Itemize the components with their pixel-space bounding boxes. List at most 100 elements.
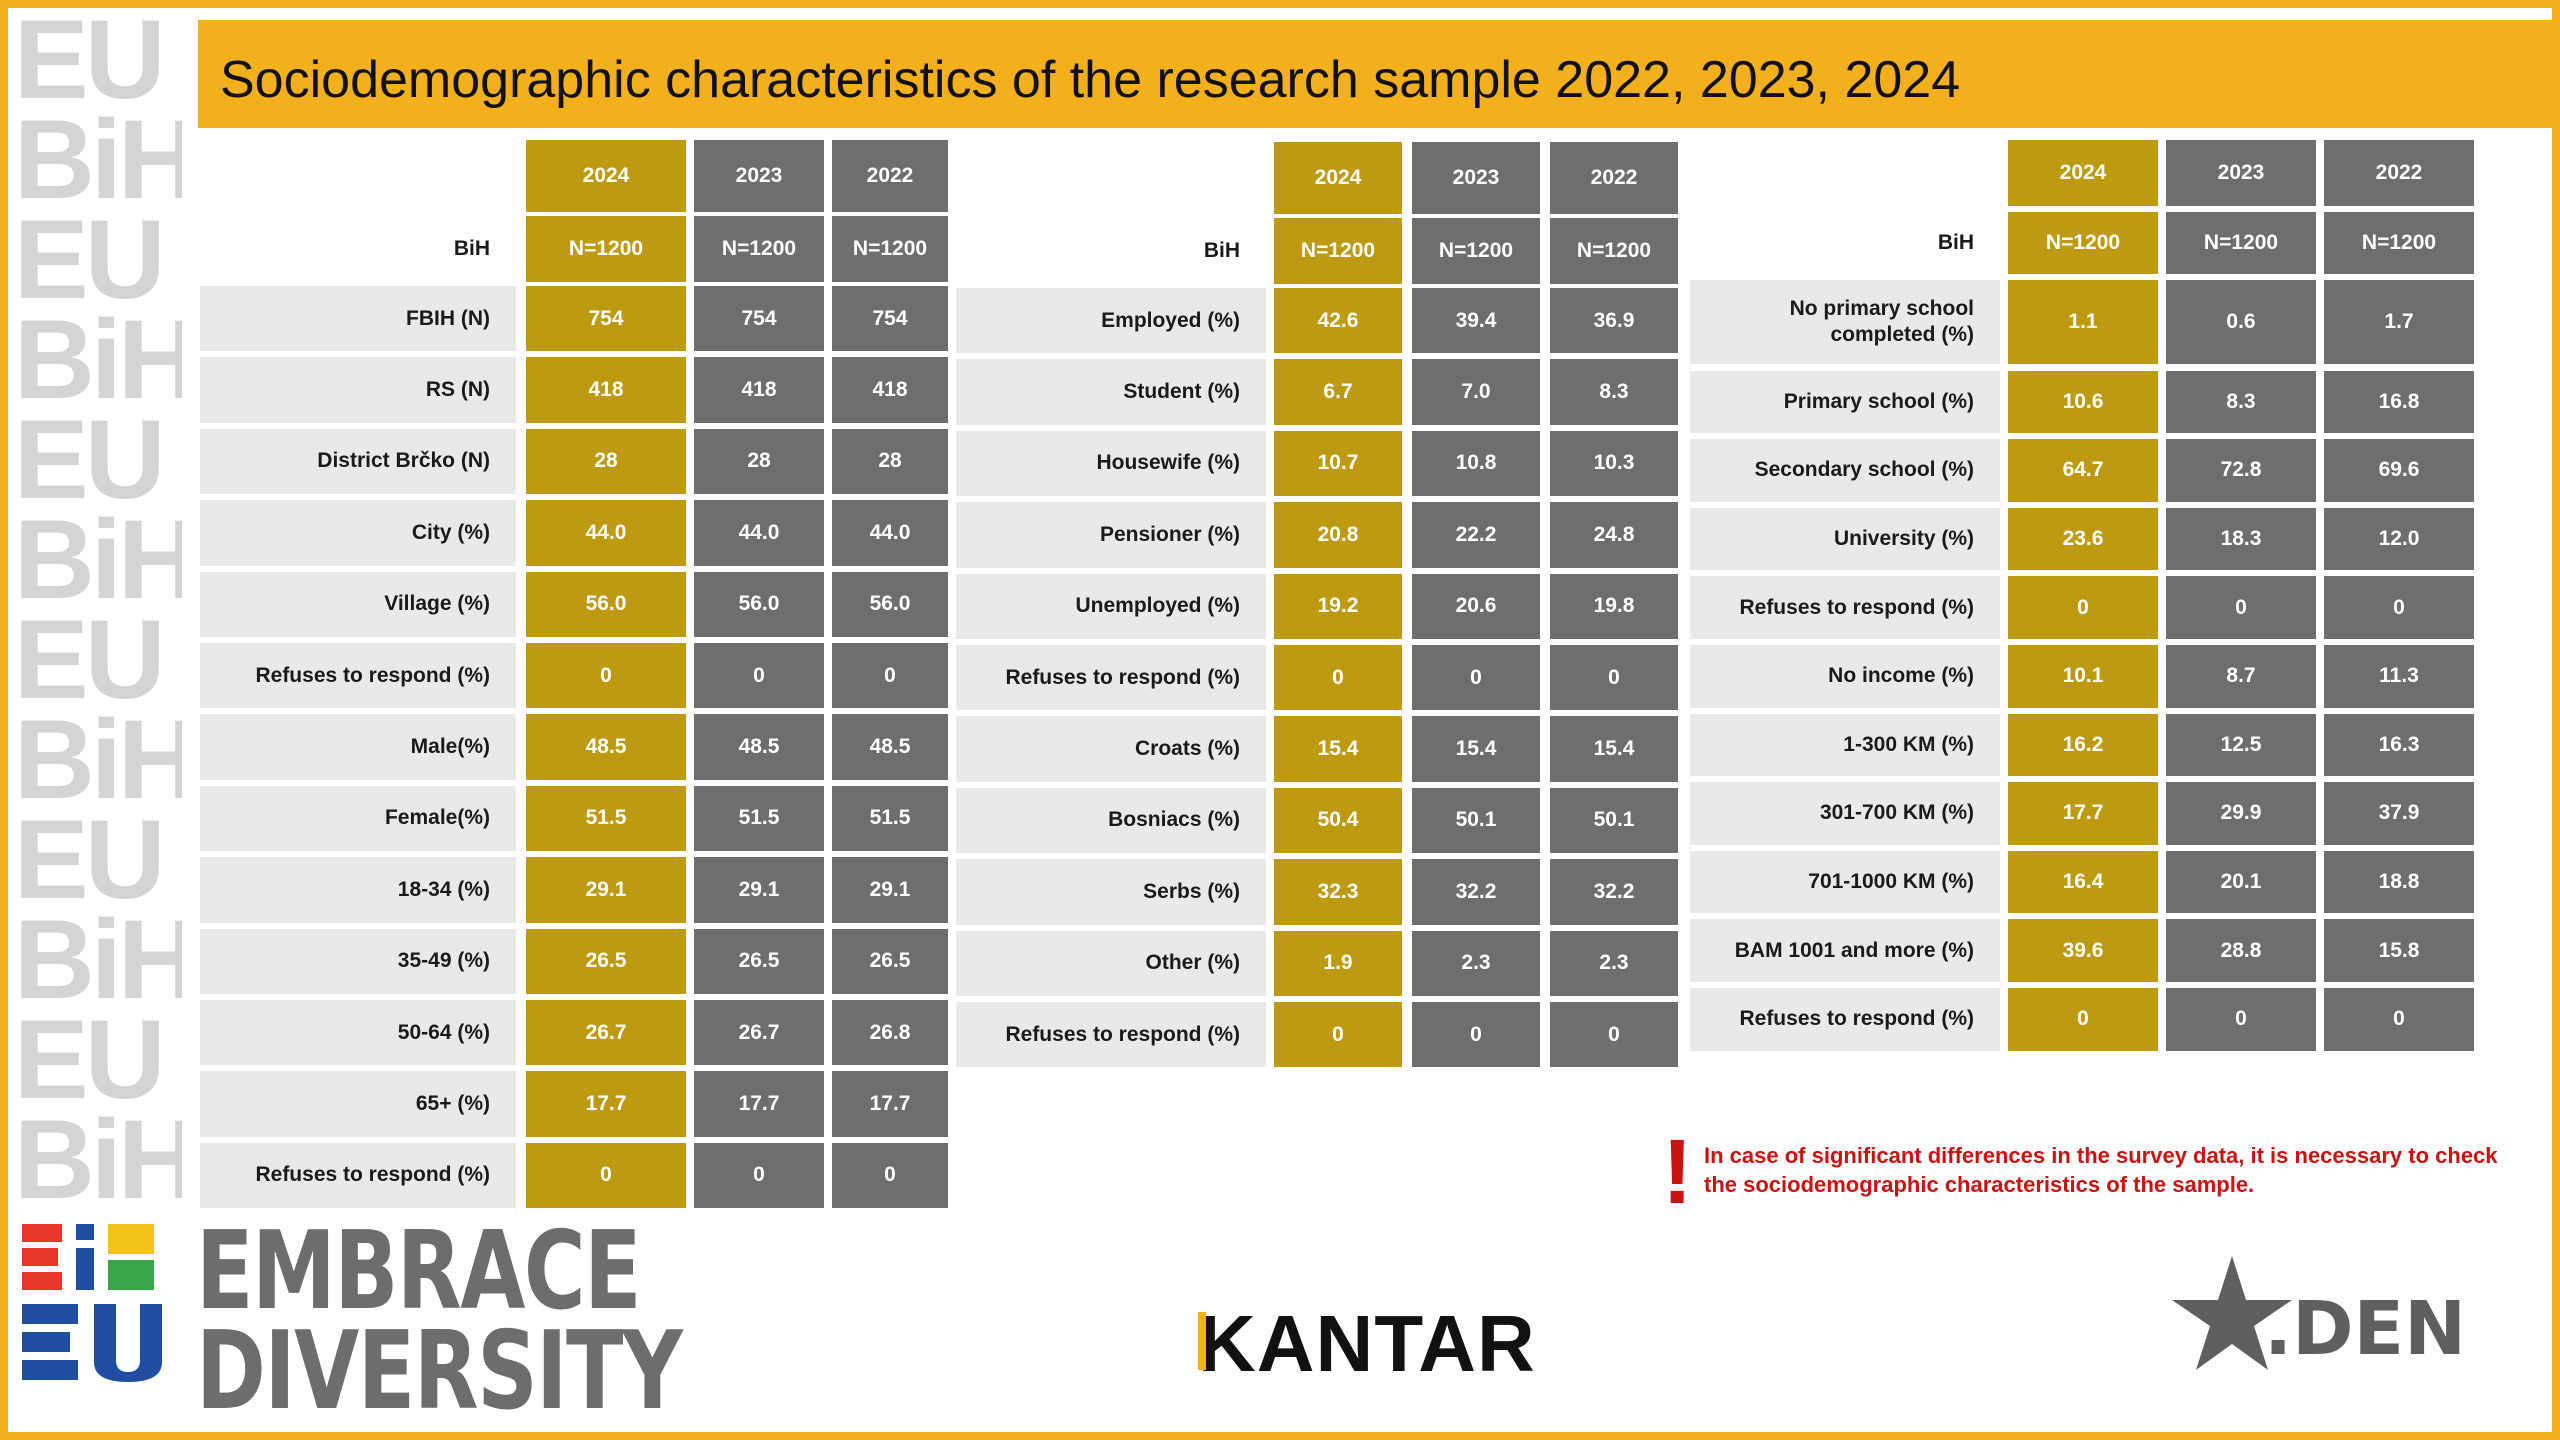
row-label: Male(%) xyxy=(200,714,516,780)
strip-bih: BiH xyxy=(14,497,182,622)
value-cell-2022: 15.8 xyxy=(2324,919,2474,982)
value-cell-2024: 16.4 xyxy=(2008,850,2158,914)
value-cell-2024: 51.5 xyxy=(526,785,686,852)
row-label: 301-700 KM (%) xyxy=(1690,782,2000,845)
row-label: Refuses to respond (%) xyxy=(956,1002,1266,1068)
n-2022: N=1200 xyxy=(832,216,948,282)
value-cell-2023: 22.2 xyxy=(1412,502,1540,568)
value-cell-2024: 17.7 xyxy=(526,1071,686,1137)
value-cell-2024: 10.6 xyxy=(2008,370,2158,434)
value-cell-2024: 1.9 xyxy=(1274,930,1402,996)
value-cell-2023: 48.5 xyxy=(694,714,824,780)
value-cell-2023: 20.6 xyxy=(1412,573,1540,639)
value-cell-2022: 37.9 xyxy=(2324,782,2474,845)
value-cell-2022: 36.9 xyxy=(1550,288,1678,354)
value-cell-2023: 15.4 xyxy=(1412,716,1540,782)
row-label: Refuses to respond (%) xyxy=(200,643,516,709)
value-cell-2024: 16.2 xyxy=(2008,713,2158,777)
row-label: Student (%) xyxy=(956,359,1266,425)
value-cell-2022: 16.3 xyxy=(2324,713,2474,777)
value-cell-2022: 8.3 xyxy=(1550,359,1678,425)
value-cell-2024: 0 xyxy=(1274,1002,1402,1068)
kantar-accent xyxy=(1198,1312,1206,1370)
row-label: City (%) xyxy=(200,500,516,566)
row-label: Village (%) xyxy=(200,571,516,637)
value-cell-2022: 2.3 xyxy=(1550,930,1678,996)
value-cell-2022: 754 xyxy=(832,286,948,352)
value-cell-2024: 10.1 xyxy=(2008,645,2158,708)
value-cell-2023: 56.0 xyxy=(694,571,824,637)
value-cell-2023: 17.7 xyxy=(694,1071,824,1137)
row-label: Other (%) xyxy=(956,930,1266,996)
value-cell-2023: 0 xyxy=(694,643,824,709)
value-cell-2023: 50.1 xyxy=(1412,787,1540,854)
row-label: Croats (%) xyxy=(956,716,1266,782)
value-cell-2023: 7.0 xyxy=(1412,359,1540,425)
value-cell-2023: 28.8 xyxy=(2166,919,2316,982)
value-cell-2024: 26.7 xyxy=(526,1000,686,1066)
value-cell-2024: 6.7 xyxy=(1274,359,1402,425)
value-cell-2024: 39.6 xyxy=(2008,919,2158,982)
value-cell-2023: 754 xyxy=(694,286,824,352)
value-cell-2023: 72.8 xyxy=(2166,439,2316,502)
value-cell-2024: 0 xyxy=(2008,988,2158,1051)
value-cell-2024: 26.5 xyxy=(526,928,686,994)
value-cell-2022: 48.5 xyxy=(832,714,948,780)
value-cell-2023: 8.3 xyxy=(2166,370,2316,434)
value-cell-2023: 26.7 xyxy=(694,1000,824,1066)
warning-exclamation-icon: ! xyxy=(1662,1121,1693,1223)
value-cell-2022: 29.1 xyxy=(832,857,948,923)
value-cell-2024: 0 xyxy=(526,643,686,709)
value-cell-2023: 29.9 xyxy=(2166,782,2316,845)
row-label: Bosniacs (%) xyxy=(956,787,1266,854)
value-cell-2023: 28 xyxy=(694,428,824,495)
embrace-diversity-logo: EMBRACE DIVERSITY xyxy=(196,1218,683,1434)
value-cell-2023: 39.4 xyxy=(1412,288,1540,354)
value-cell-2022: 16.8 xyxy=(2324,370,2474,434)
n-2023: N=1200 xyxy=(1412,218,1540,284)
diversity-line: DIVERSITY xyxy=(196,1309,683,1434)
n-row-label: BiH xyxy=(453,236,490,260)
value-cell-2024: 0 xyxy=(1274,645,1402,711)
sample-note: In case of significant differences in th… xyxy=(1704,1143,2498,1197)
row-label: Refuses to respond (%) xyxy=(956,645,1266,711)
row-label: Refuses to respond (%) xyxy=(1690,576,2000,639)
strip-bih: BiH xyxy=(14,97,182,222)
value-cell-2022: 19.8 xyxy=(1550,573,1678,639)
value-cell-2024: 754 xyxy=(526,286,686,352)
value-cell-2023: 418 xyxy=(694,357,824,423)
value-cell-2022: 51.5 xyxy=(832,785,948,852)
bih-eu-logo xyxy=(22,1224,162,1382)
value-cell-2022: 44.0 xyxy=(832,500,948,566)
value-cell-2022: 0 xyxy=(832,1142,948,1209)
strip-bih: BiH xyxy=(14,697,182,822)
value-cell-2024: 0 xyxy=(2008,576,2158,639)
n-row-label: BiH xyxy=(1937,230,1974,254)
value-cell-2023: 0 xyxy=(1412,645,1540,711)
n-2024: N=1200 xyxy=(2008,212,2158,274)
year-header-2022: 2022 xyxy=(832,140,948,212)
strip-eu: EU xyxy=(14,197,166,322)
strip-eu: EU xyxy=(14,10,166,122)
value-cell-2022: 12.0 xyxy=(2324,507,2474,571)
row-label: 50-64 (%) xyxy=(200,1000,516,1066)
value-cell-2024: 28 xyxy=(526,428,686,495)
value-cell-2024: 44.0 xyxy=(526,500,686,566)
year-header-2024: 2024 xyxy=(1274,142,1402,214)
value-cell-2022: 1.7 xyxy=(2324,280,2474,364)
row-label: Female(%) xyxy=(200,785,516,852)
strip-eu: EU xyxy=(14,997,166,1122)
value-cell-2024: 23.6 xyxy=(2008,507,2158,571)
strip-eu: EU xyxy=(14,397,166,522)
value-cell-2023: 0 xyxy=(2166,576,2316,639)
row-label: BAM 1001 and more (%) xyxy=(1690,919,2000,982)
strip-eu: EU xyxy=(14,597,166,722)
page-title: Sociodemographic characteristics of the … xyxy=(220,51,1961,109)
row-label: Pensioner (%) xyxy=(956,502,1266,568)
n-2024: N=1200 xyxy=(1274,218,1402,284)
value-cell-2022: 0 xyxy=(2324,576,2474,639)
row-label: University (%) xyxy=(1690,507,2000,571)
value-cell-2023: 0 xyxy=(1412,1002,1540,1068)
value-cell-2022: 18.8 xyxy=(2324,850,2474,914)
value-cell-2022: 69.6 xyxy=(2324,439,2474,502)
